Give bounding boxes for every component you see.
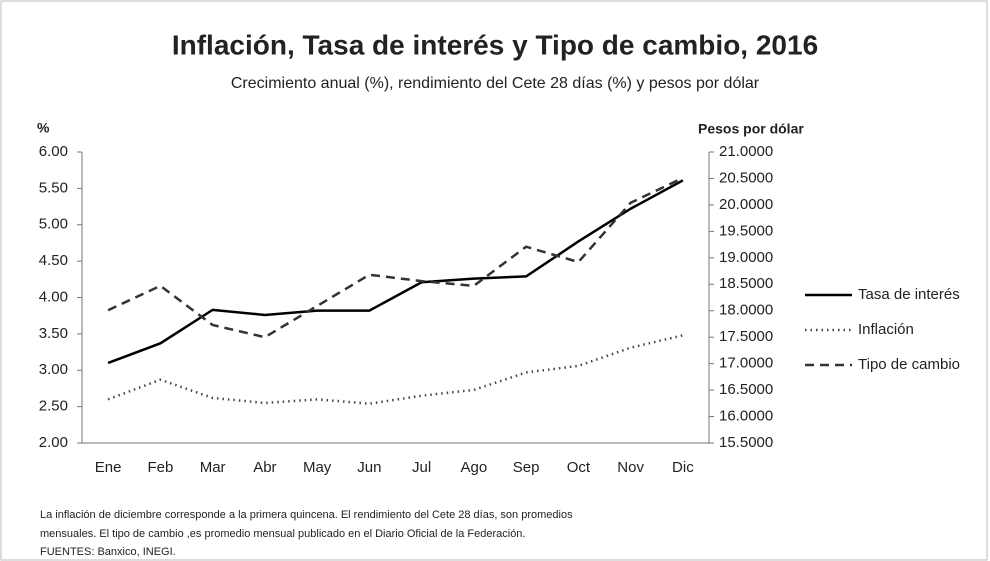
- chart-title: Inflación, Tasa de interés y Tipo de cam…: [172, 29, 818, 60]
- x-tick-label: Abr: [253, 459, 276, 476]
- y-tick-label: 6.00: [39, 143, 68, 160]
- y2-tick-label: 17.5000: [719, 328, 773, 345]
- y2-tick-label: 16.0000: [719, 408, 773, 425]
- x-tick-label: Dic: [672, 459, 694, 476]
- y-tick-label: 5.50: [39, 179, 68, 196]
- y2-tick-label: 21.0000: [719, 143, 773, 160]
- y-tick-label: 2.50: [39, 398, 68, 415]
- x-tick-label: Sep: [513, 459, 540, 476]
- x-tick-label: Ago: [461, 459, 488, 476]
- y-tick-label: 5.00: [39, 216, 68, 233]
- legend-label: Tipo de cambio: [858, 356, 960, 373]
- legend-label: Tasa de interés: [858, 286, 960, 303]
- x-tick-label: Mar: [200, 459, 226, 476]
- y2-tick-label: 18.5000: [719, 275, 773, 292]
- chart-subtitle: Crecimiento anual (%), rendimiento del C…: [231, 75, 760, 92]
- x-tick-label: Ene: [95, 459, 122, 476]
- note: mensuales. El tipo de cambio ,es promedi…: [40, 528, 525, 540]
- y2-tick-label: 20.5000: [719, 169, 773, 186]
- series-line: [107, 176, 684, 339]
- y-tick-label: 4.00: [39, 288, 68, 305]
- y2-tick-label: 20.0000: [719, 196, 773, 213]
- y-axis-label: %: [37, 120, 50, 136]
- y2-axis-label: Pesos por dólar: [698, 121, 804, 137]
- y-tick-label: 4.50: [39, 252, 68, 269]
- y2-tick-label: 19.0000: [719, 249, 773, 266]
- x-tick-label: Feb: [147, 459, 173, 476]
- x-tick-label: Nov: [617, 459, 644, 476]
- y-tick-label: 2.00: [39, 434, 68, 451]
- note: FUENTES: Banxico, INEGI.: [40, 546, 176, 558]
- y-tick-label: 3.50: [39, 325, 68, 342]
- y2-tick-label: 17.0000: [719, 355, 773, 372]
- x-tick-label: Jul: [412, 459, 431, 476]
- x-tick-label: Oct: [567, 459, 591, 476]
- legend-label: Inflación: [858, 321, 914, 338]
- series-line: [107, 334, 684, 405]
- x-tick-label: Jun: [357, 459, 381, 476]
- x-tick-label: May: [303, 459, 332, 476]
- note: La inflación de diciembre corresponde a …: [40, 509, 573, 521]
- y-tick-label: 3.00: [39, 361, 68, 378]
- y2-tick-label: 18.0000: [719, 302, 773, 319]
- y2-tick-label: 19.5000: [719, 222, 773, 239]
- y2-tick-label: 16.5000: [719, 381, 773, 398]
- series-line: [107, 179, 684, 365]
- y2-tick-label: 15.5000: [719, 434, 773, 451]
